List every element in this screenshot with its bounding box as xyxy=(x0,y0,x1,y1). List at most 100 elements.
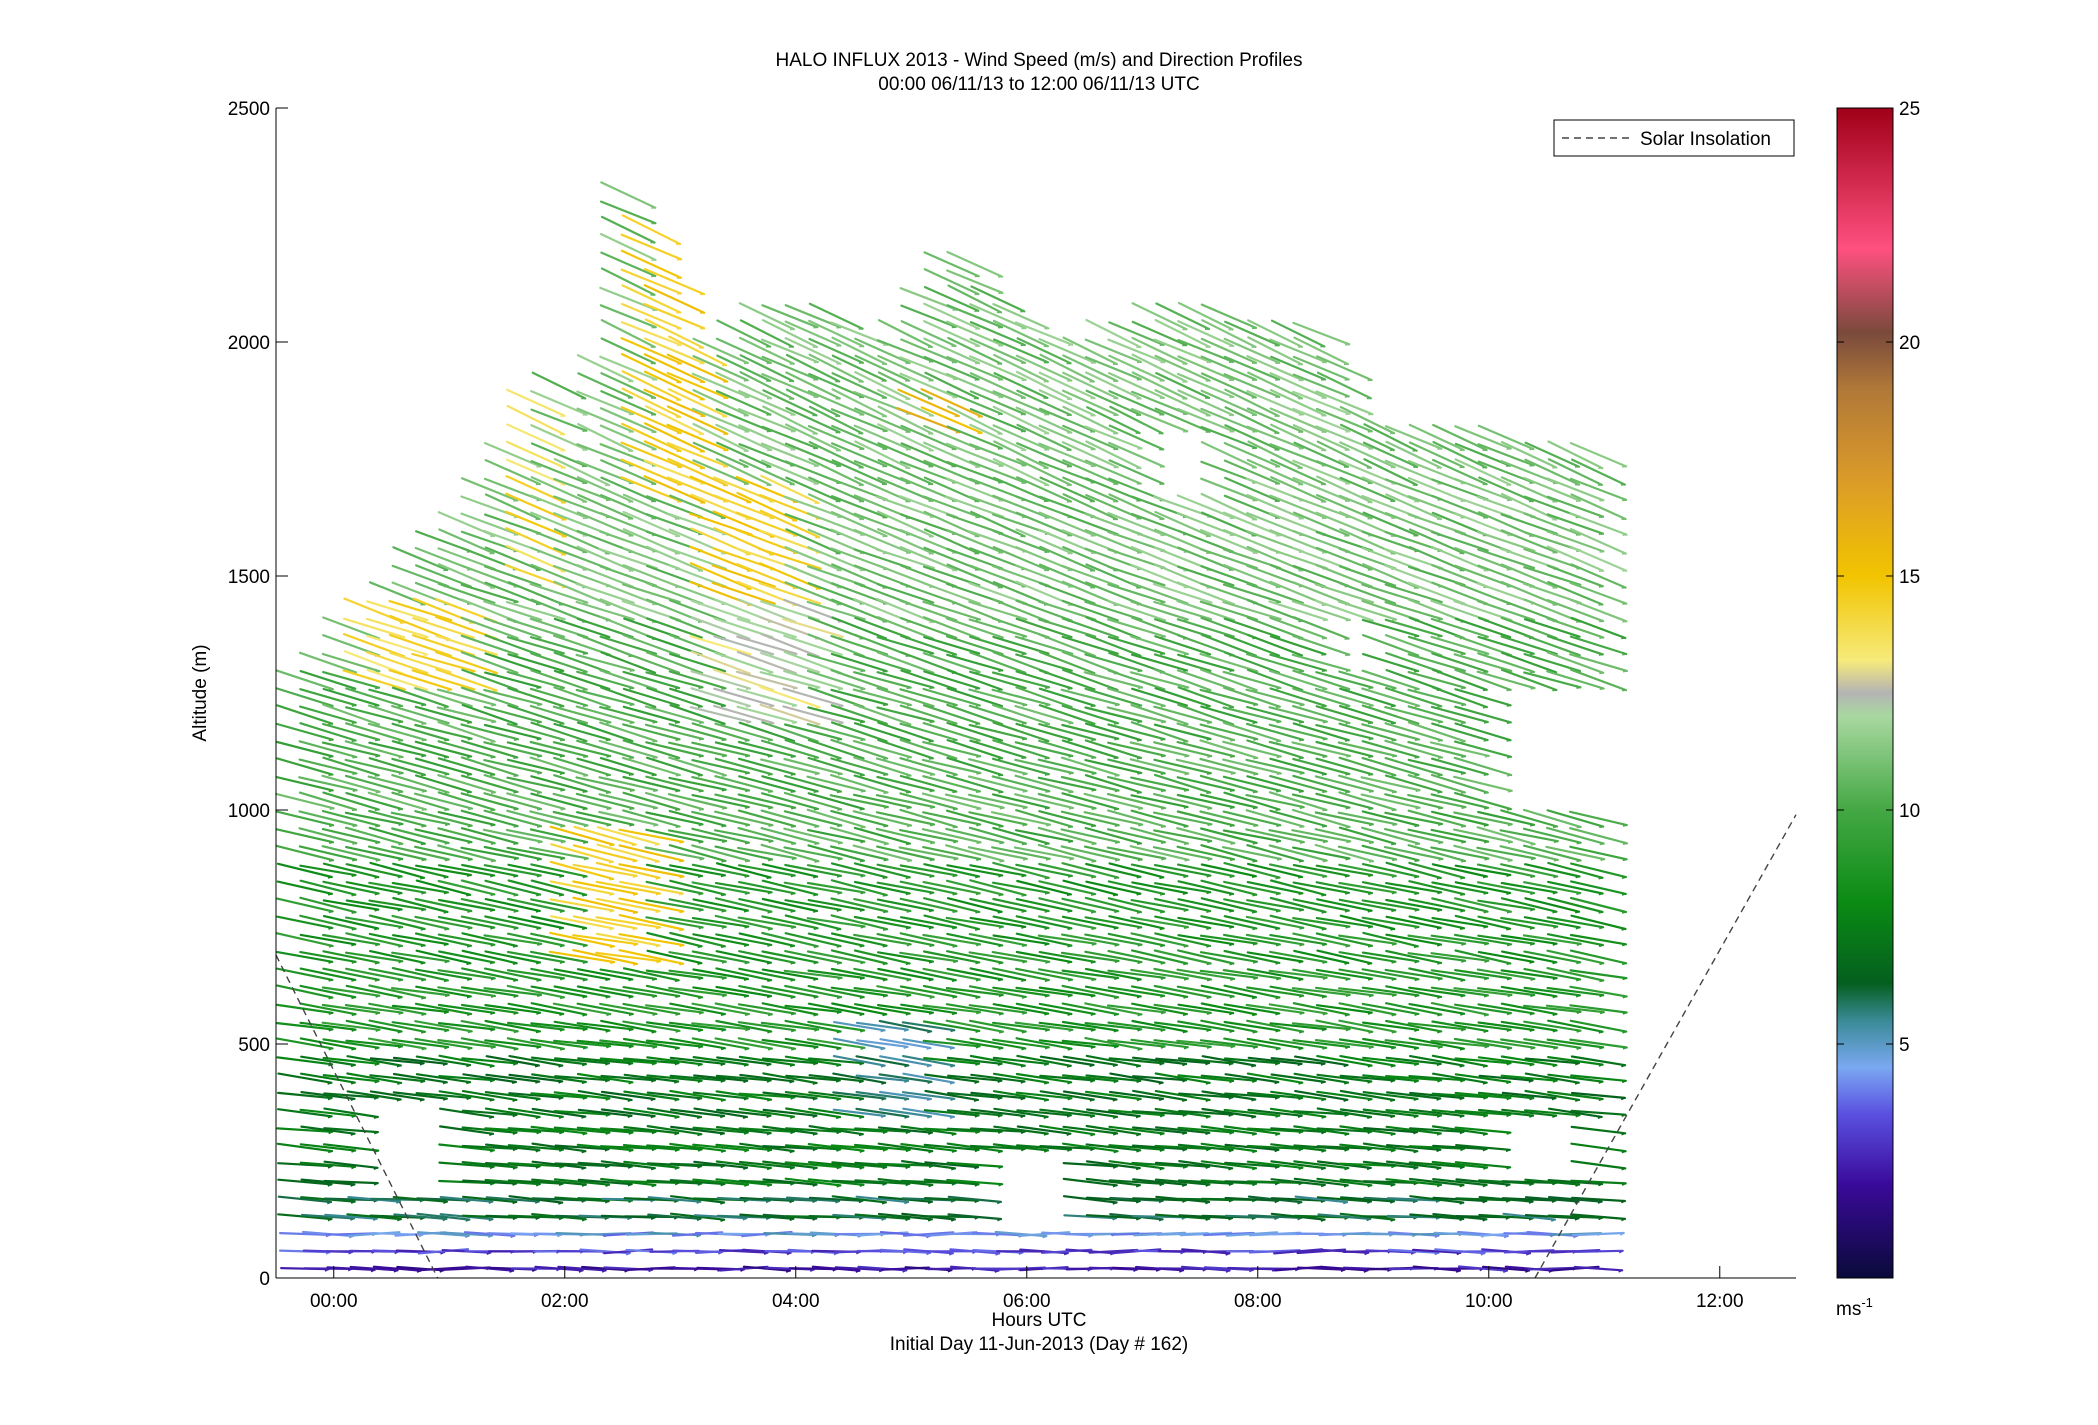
wind-barb xyxy=(620,406,683,435)
wind-barb-head xyxy=(906,756,911,759)
wind-barb xyxy=(553,985,611,999)
wind-barb-head xyxy=(999,860,1004,863)
wind-barb-head xyxy=(814,842,819,846)
wind-barb-shaft xyxy=(390,986,450,997)
wind-barb-head xyxy=(350,1200,356,1204)
wind-barb xyxy=(668,1021,727,1032)
wind-barb-shaft xyxy=(298,827,358,845)
wind-barb-head xyxy=(351,1047,356,1051)
wind-barb-shaft xyxy=(275,828,335,844)
wind-barb xyxy=(460,897,519,913)
wind-barb-shaft xyxy=(643,459,706,485)
wind-barb xyxy=(600,1019,657,1034)
wind-barb-shaft xyxy=(506,670,566,689)
wind-barb xyxy=(322,914,380,931)
wind-barb xyxy=(534,1265,584,1273)
wind-barb xyxy=(322,1056,380,1067)
wind-barb-head xyxy=(397,1082,402,1085)
wind-barb xyxy=(552,792,612,811)
wind-barb-shaft xyxy=(598,776,659,792)
wind-barb-head xyxy=(605,499,610,502)
wind-barb xyxy=(549,915,615,931)
wind-barb-head xyxy=(721,840,727,844)
wind-barb-shaft xyxy=(876,583,935,604)
wind-barb-head xyxy=(767,927,773,931)
wind-barb-head xyxy=(723,465,728,468)
wind-barb-head xyxy=(837,687,843,691)
wind-barb xyxy=(461,1057,519,1066)
wind-barb xyxy=(506,1037,566,1051)
wind-barb-head xyxy=(513,857,519,861)
wind-barb-head xyxy=(605,1062,610,1066)
wind-barb-head xyxy=(976,772,981,775)
wind-barb xyxy=(507,1144,565,1153)
wind-barb-head xyxy=(1022,635,1027,639)
wind-barb xyxy=(369,1057,425,1066)
wind-barb xyxy=(622,510,681,538)
wind-barb-head xyxy=(490,791,496,794)
wind-barb-shaft xyxy=(299,1037,357,1050)
wind-barb xyxy=(507,687,565,708)
wind-barb-head xyxy=(609,945,615,949)
wind-barb-shaft xyxy=(595,916,662,929)
wind-barb xyxy=(599,355,658,381)
wind-barb-head xyxy=(397,945,403,948)
wind-barb xyxy=(600,1074,657,1083)
wind-barb-head xyxy=(790,755,795,759)
wind-barb-shaft xyxy=(368,704,427,725)
wind-barb xyxy=(620,249,682,279)
wind-barb xyxy=(554,1075,611,1083)
wind-barb-shaft xyxy=(483,758,543,774)
wind-barb-head xyxy=(721,824,726,828)
wind-barb-head xyxy=(745,824,750,827)
wind-barb xyxy=(576,757,634,776)
wind-barb-shaft xyxy=(600,1160,656,1170)
wind-barb-head xyxy=(744,841,750,845)
wind-barb xyxy=(553,1057,611,1066)
wind-barb-head xyxy=(466,1013,472,1016)
wind-barb-head xyxy=(490,756,495,759)
wind-barb-head xyxy=(837,842,843,845)
wind-barb-shaft xyxy=(600,1074,657,1082)
wind-barb-shaft xyxy=(530,390,588,416)
wind-barb xyxy=(298,758,358,776)
wind-barb-head xyxy=(905,962,910,966)
wind-barb-head xyxy=(652,995,657,999)
wind-barb-shaft xyxy=(600,686,657,709)
wind-barb-shaft xyxy=(277,1108,333,1118)
wind-barb-head xyxy=(351,911,356,914)
wind-barb xyxy=(668,951,727,964)
wind-barb-head xyxy=(651,1184,656,1188)
wind-barb-head xyxy=(698,840,703,844)
wind-barb xyxy=(669,1056,726,1067)
wind-barb-head xyxy=(813,326,818,329)
wind-barb-head xyxy=(374,686,380,690)
wind-barb xyxy=(484,1127,542,1135)
wind-barb xyxy=(461,932,518,948)
wind-barb xyxy=(368,1019,427,1034)
wind-barb-shaft xyxy=(599,986,658,998)
wind-barb xyxy=(440,1231,494,1238)
wind-barb-shaft xyxy=(438,898,496,912)
wind-barb xyxy=(553,774,612,794)
wind-barb-shaft xyxy=(576,757,634,776)
wind-barb-shaft xyxy=(323,1107,379,1119)
wind-barb-head xyxy=(677,466,682,469)
wind-barb-shaft xyxy=(321,827,381,844)
wind-barb-shaft xyxy=(437,563,496,589)
wind-barb-head xyxy=(559,772,565,775)
wind-barb-shaft xyxy=(621,214,682,246)
wind-barb-head xyxy=(697,1097,702,1101)
wind-barb xyxy=(552,741,612,758)
wind-barb-shaft xyxy=(483,864,542,877)
wind-barb-head xyxy=(559,875,564,878)
wind-barb-head xyxy=(397,892,402,896)
wind-barb-head xyxy=(652,1013,657,1016)
wind-barb-head xyxy=(882,516,887,519)
wind-barb-shaft xyxy=(669,931,727,948)
wind-barb-shaft xyxy=(506,1037,566,1050)
wind-barb-head xyxy=(951,653,957,657)
wind-barb-head xyxy=(629,789,635,793)
wind-barb-head xyxy=(513,825,518,828)
wind-barb-head xyxy=(512,1131,517,1136)
